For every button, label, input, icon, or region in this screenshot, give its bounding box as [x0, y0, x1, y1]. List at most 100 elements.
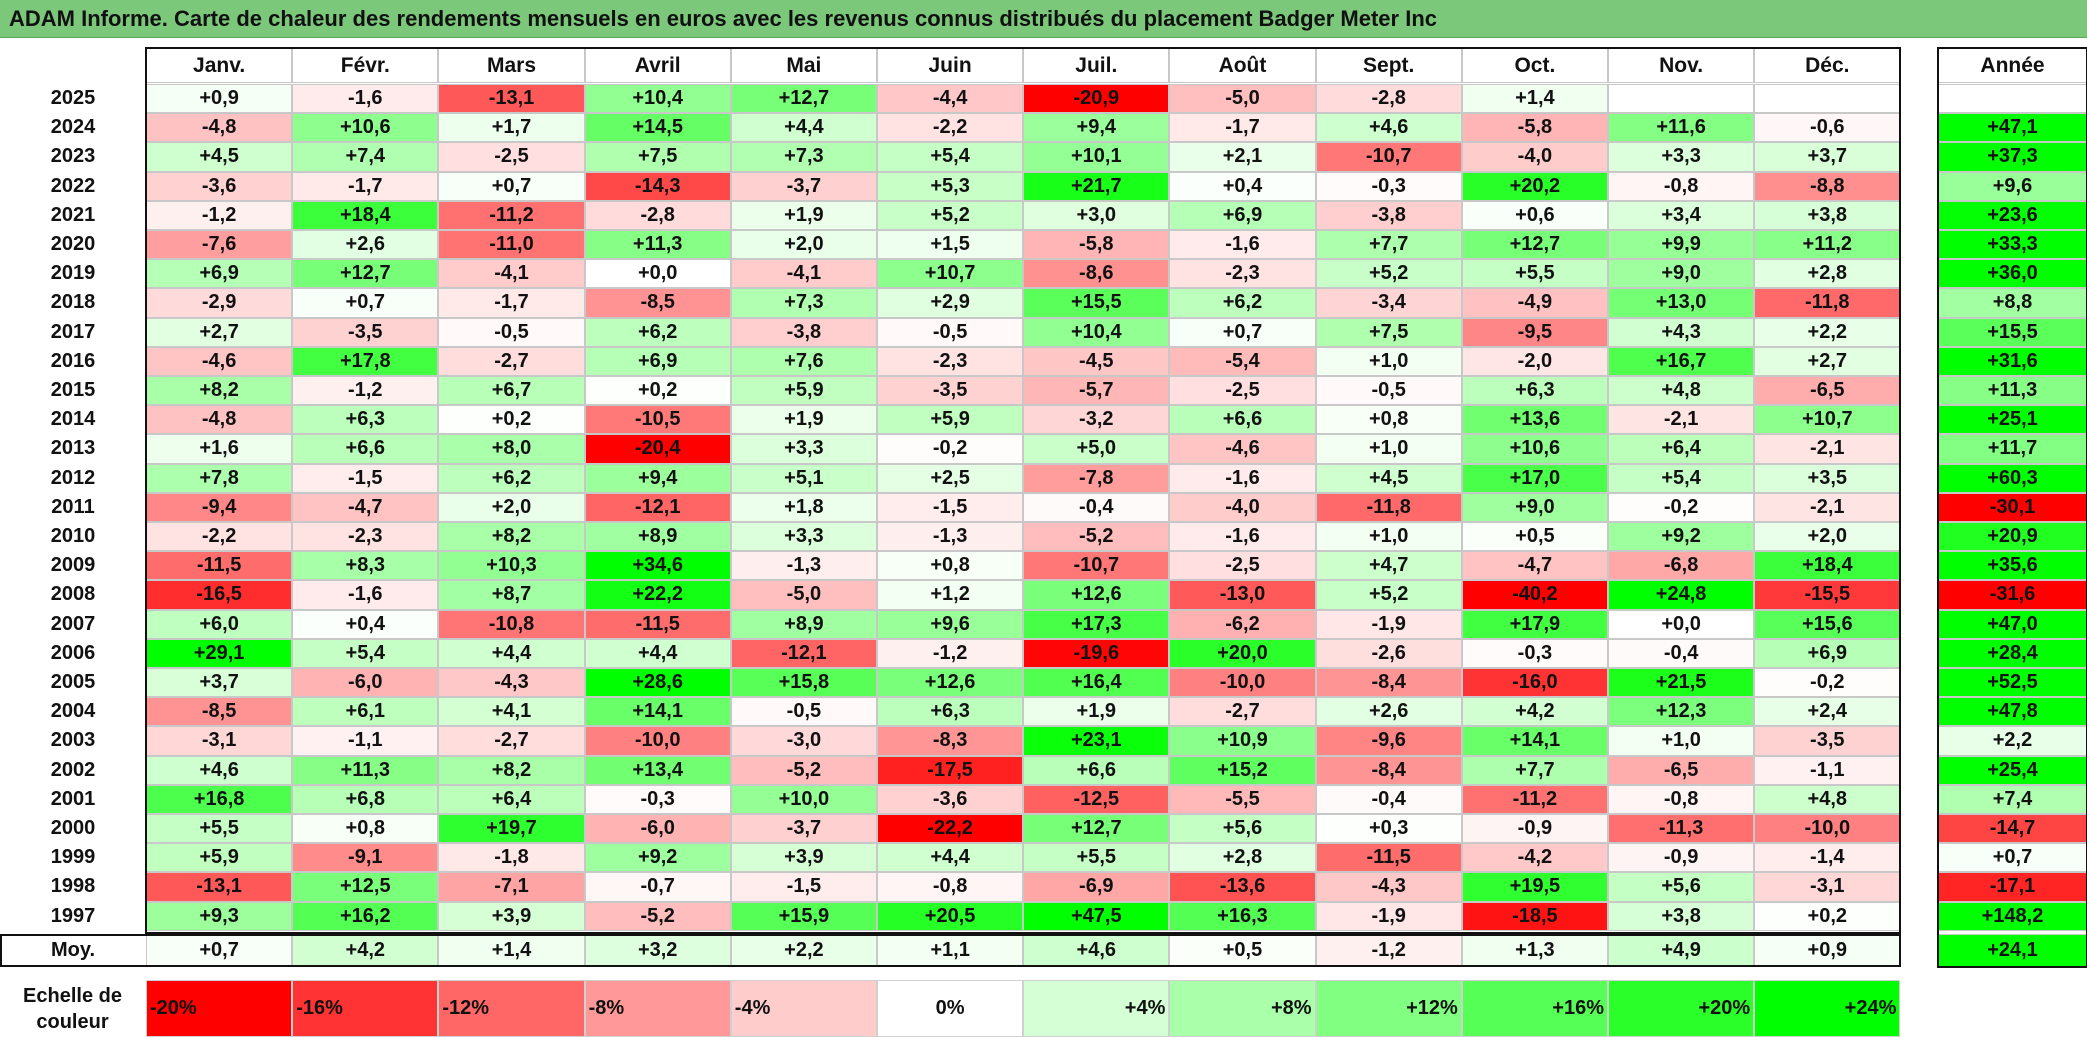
heatmap-cell: +5,5 — [1461, 259, 1608, 289]
annual-cell: +2,2 — [1938, 726, 2087, 756]
heatmap-cell: -1,7 — [438, 288, 585, 318]
annual-cell: -30,1 — [1938, 492, 2087, 522]
heatmap-cell: +3,4 — [1608, 200, 1755, 230]
heatmap-cell: +0,9 — [146, 84, 293, 114]
heatmap-cell: +10,0 — [730, 784, 877, 814]
heatmap-cell: +1,6 — [146, 434, 293, 464]
heatmap-cell: +9,2 — [1608, 522, 1755, 552]
heatmap-cell: -11,5 — [1315, 843, 1462, 873]
heatmap-cell: -22,2 — [877, 814, 1024, 844]
year-label: 2023 — [0, 142, 146, 172]
heatmap-cell: -3,4 — [1315, 288, 1462, 318]
heatmap-cell: -8,6 — [1023, 259, 1170, 289]
heatmap-cell: +7,5 — [1315, 317, 1462, 347]
heatmap-cell: -3,7 — [730, 171, 877, 201]
heatmap-cell: -3,5 — [1754, 726, 1901, 756]
annual-cell: +36,0 — [1938, 259, 2087, 289]
heatmap-cell: +12,3 — [1608, 697, 1755, 727]
heatmap-cell: +5,3 — [877, 171, 1024, 201]
annual-cell: +9,6 — [1938, 171, 2087, 201]
heatmap-cell: -1,2 — [877, 638, 1024, 668]
heatmap-cell: -6,0 — [292, 668, 439, 698]
heatmap-cell: +3,9 — [730, 843, 877, 873]
heatmap-cell: +2,4 — [1754, 697, 1901, 727]
column-header: Mars — [438, 48, 585, 83]
heatmap-cell: -5,4 — [1169, 346, 1316, 376]
heatmap-cell: +7,8 — [146, 463, 293, 493]
heatmap-cell: +0,8 — [292, 814, 439, 844]
heatmap-cell: -3,8 — [1315, 200, 1462, 230]
year-label: 2022 — [0, 171, 146, 201]
heatmap-cell: +4,2 — [1461, 697, 1608, 727]
heatmap-cell: -7,6 — [146, 230, 293, 260]
heatmap-cell: -11,3 — [1608, 814, 1755, 844]
heatmap-cell: +47,5 — [1023, 901, 1170, 931]
heatmap-cell: +16,4 — [1023, 668, 1170, 698]
heatmap-cell: +3,8 — [1608, 901, 1755, 931]
average-cell: +2,2 — [730, 934, 877, 967]
heatmap-cell: +2,1 — [1169, 142, 1316, 172]
heatmap-cell: +14,1 — [584, 697, 731, 727]
annual-cell: -14,7 — [1938, 814, 2087, 844]
annual-cell: +20,9 — [1938, 522, 2087, 552]
heatmap-cell: +10,9 — [1169, 726, 1316, 756]
year-label: 2016 — [0, 346, 146, 376]
heatmap-cell — [1754, 84, 1901, 114]
heatmap-cell: +18,4 — [292, 200, 439, 230]
heatmap-cell: +1,2 — [877, 580, 1024, 610]
heatmap-cell: -40,2 — [1461, 580, 1608, 610]
heatmap-cell: -2,3 — [292, 522, 439, 552]
heatmap-cell: -9,1 — [292, 843, 439, 873]
heatmap-cell: +6,1 — [292, 697, 439, 727]
heatmap-cell: +5,6 — [1169, 814, 1316, 844]
heatmap-cell: -5,7 — [1023, 376, 1170, 406]
heatmap-cell: -3,5 — [877, 376, 1024, 406]
heatmap-cell: -1,2 — [146, 200, 293, 230]
heatmap-cell: +9,9 — [1608, 230, 1755, 260]
heatmap-cell: -2,5 — [1169, 376, 1316, 406]
heatmap-cell: -4,0 — [1169, 492, 1316, 522]
average-cell: +1,3 — [1461, 934, 1608, 967]
annual-cell: +47,1 — [1938, 113, 2087, 143]
heatmap-cell: -0,5 — [877, 317, 1024, 347]
heatmap-cell: -0,5 — [730, 697, 877, 727]
heatmap-cell: +9,3 — [146, 901, 293, 931]
heatmap-cell: +4,4 — [730, 113, 877, 143]
heatmap-cell: -10,5 — [584, 405, 731, 435]
average-cell: +0,9 — [1754, 934, 1901, 967]
heatmap-cell: +6,6 — [1023, 755, 1170, 785]
heatmap-cell: +3,7 — [1754, 142, 1901, 172]
heatmap-cell: +19,7 — [438, 814, 585, 844]
heatmap-cell: -11,0 — [438, 230, 585, 260]
heatmap-cell: +11,2 — [1754, 230, 1901, 260]
heatmap-cell: +34,6 — [584, 551, 731, 581]
year-label: 2003 — [0, 726, 146, 756]
heatmap-cell: -2,3 — [1169, 259, 1316, 289]
heatmap-cell: -1,6 — [1169, 463, 1316, 493]
heatmap-cell: +4,4 — [877, 843, 1024, 873]
heatmap-cell: -10,0 — [584, 726, 731, 756]
color-scale-swatch: +24% — [1754, 980, 1901, 1037]
heatmap-cell: +4,5 — [1315, 463, 1462, 493]
chart-title: ADAM Informe. Carte de chaleur des rende… — [9, 6, 1438, 31]
heatmap-cell: -1,1 — [292, 726, 439, 756]
heatmap-cell: -12,1 — [730, 638, 877, 668]
heatmap-cell: -1,8 — [438, 843, 585, 873]
heatmap-cell: -9,5 — [1461, 317, 1608, 347]
year-label: 2007 — [0, 609, 146, 639]
heatmap-cell: +2,0 — [730, 230, 877, 260]
heatmap-cell: -1,7 — [292, 171, 439, 201]
year-label: 2013 — [0, 434, 146, 464]
heatmap-cell: -4,6 — [1169, 434, 1316, 464]
year-label: 2025 — [0, 84, 146, 114]
heatmap-cell: -1,6 — [1169, 522, 1316, 552]
heatmap-cell: -13,0 — [1169, 580, 1316, 610]
heatmap-cell: +2,5 — [877, 463, 1024, 493]
heatmap-cell: -5,8 — [1461, 113, 1608, 143]
heatmap-cell: -4,2 — [1461, 843, 1608, 873]
heatmap-cell: +0,7 — [292, 288, 439, 318]
heatmap-cell: +6,2 — [584, 317, 731, 347]
heatmap-cell: -4,8 — [146, 405, 293, 435]
heatmap-cell: -8,5 — [584, 288, 731, 318]
heatmap-cell: +24,8 — [1608, 580, 1755, 610]
